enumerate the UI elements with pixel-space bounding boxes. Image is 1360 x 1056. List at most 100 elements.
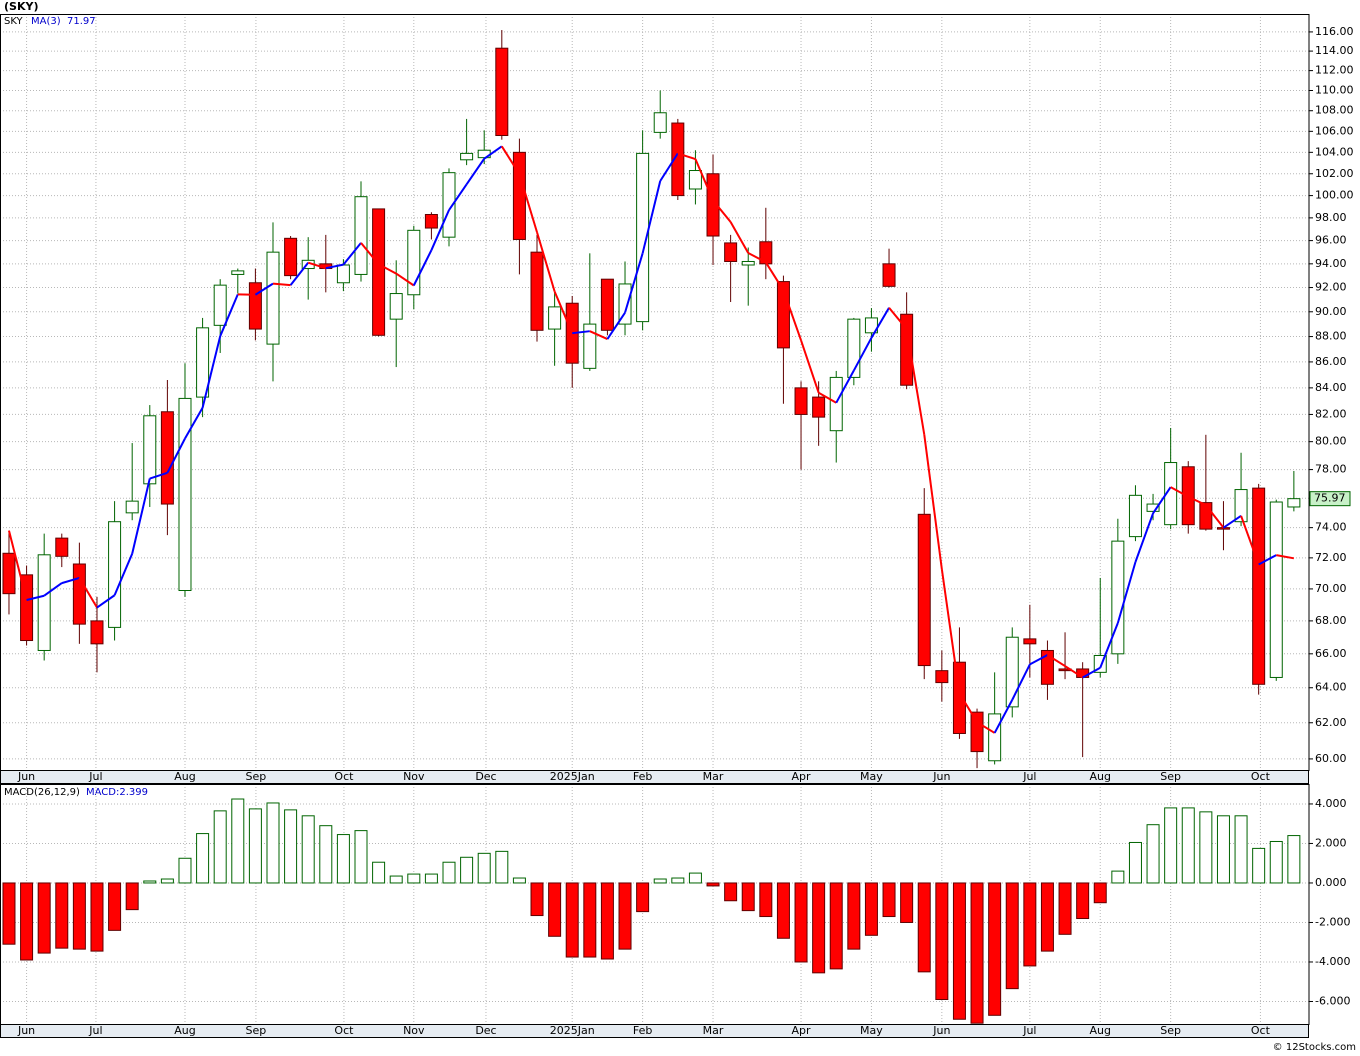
- candle-body: [389, 293, 403, 320]
- macd-bar: [812, 882, 826, 974]
- x-tick-label: Oct: [1251, 1024, 1271, 1037]
- macd-bar: [37, 882, 51, 954]
- x-tick-label: Mar: [703, 1024, 724, 1037]
- candle-body: [1287, 498, 1301, 508]
- ma-line: [395, 272, 415, 287]
- candle-body: [1023, 638, 1037, 645]
- ma-line: [219, 294, 239, 337]
- y-tick-label: 90.00: [1315, 305, 1347, 318]
- ma-line: [430, 209, 450, 251]
- ma-line: [572, 330, 590, 335]
- x-tick-label: Feb: [633, 1024, 652, 1037]
- ma-line: [483, 145, 503, 160]
- macd-bar: [319, 825, 333, 884]
- legend-entry: SKY: [4, 16, 24, 27]
- macd-bar: [1093, 882, 1107, 904]
- x-tick-label: Feb: [633, 770, 652, 783]
- y-tick-label: 84.00: [1315, 381, 1347, 394]
- ma-line: [378, 263, 397, 275]
- macd-bar: [1023, 882, 1037, 967]
- candle-body: [688, 170, 702, 190]
- ma-line: [870, 307, 890, 339]
- candle-body: [284, 237, 298, 277]
- candle-body: [952, 661, 966, 734]
- macd-bar: [900, 882, 914, 923]
- ma-line: [43, 582, 63, 597]
- y-tick-label: -2.000: [1315, 915, 1350, 928]
- macd-bar: [1287, 835, 1301, 884]
- ma-line: [1134, 512, 1154, 563]
- y-tick-label: 110.00: [1315, 83, 1354, 96]
- ma-line: [184, 407, 204, 439]
- x-tick-label: Jun: [932, 770, 950, 783]
- macd-bar: [864, 882, 878, 936]
- x-tick-label: Aug: [1090, 770, 1111, 783]
- candle-body: [917, 513, 931, 667]
- candle-body: [248, 282, 262, 330]
- ma-line: [852, 337, 873, 372]
- macd-bar: [847, 882, 861, 950]
- candle-body: [354, 196, 368, 275]
- y-tick-label: 62.00: [1315, 716, 1347, 729]
- y-tick-label: 82.00: [1315, 407, 1347, 420]
- ma-line: [553, 291, 574, 334]
- x-tick-label: Jul: [1022, 1024, 1036, 1037]
- macd-bar: [1005, 882, 1019, 990]
- macd-bar: [1146, 824, 1160, 884]
- y-tick-label: 88.00: [1315, 330, 1347, 343]
- macd-bar: [583, 882, 597, 958]
- x-tick-label: 2025Jan: [550, 1024, 595, 1037]
- candle-body: [671, 122, 685, 197]
- ma-line: [835, 370, 855, 404]
- y-tick-label: 2.000: [1315, 836, 1347, 849]
- candle-body: [988, 713, 1002, 762]
- macd-bar: [1181, 807, 1195, 884]
- ma-line: [342, 242, 362, 266]
- candle-body: [143, 415, 157, 485]
- macd-bar: [477, 852, 491, 884]
- candle-body: [548, 306, 562, 330]
- candle-body: [108, 521, 122, 628]
- candle-body: [495, 47, 509, 137]
- macd-bar: [143, 880, 157, 884]
- x-tick-label: Sep: [246, 770, 267, 783]
- ma-line: [307, 261, 327, 270]
- macd-bar: [935, 882, 949, 1001]
- x-tick-label: Jun: [932, 1024, 950, 1037]
- ma-line: [923, 434, 943, 570]
- ma-line: [1170, 486, 1189, 498]
- candle-body: [847, 318, 861, 378]
- candle-body: [196, 327, 210, 398]
- candle-body: [935, 670, 949, 684]
- ma-line: [465, 158, 486, 185]
- ma-line: [26, 594, 45, 601]
- macd-bar: [2, 882, 16, 945]
- ma-line: [589, 330, 608, 340]
- y-tick-label: 0.000: [1315, 876, 1347, 889]
- macd-bar: [1040, 882, 1054, 952]
- y-tick-label: 100.00: [1315, 189, 1354, 202]
- candle-body: [600, 278, 614, 331]
- candle-body: [460, 152, 474, 161]
- candle-body: [829, 376, 843, 432]
- x-tick-label: Jul: [88, 770, 102, 783]
- y-tick-label: 86.00: [1315, 355, 1347, 368]
- candle-body: [741, 260, 755, 266]
- x-tick-label: Mar: [703, 770, 724, 783]
- macd-bar: [1058, 882, 1072, 935]
- panel-frame: [0, 784, 1310, 1025]
- last-price-label: 75.97: [1314, 492, 1346, 505]
- ma-line: [325, 263, 344, 270]
- y-tick-label: 112.00: [1315, 64, 1354, 77]
- x-tick-label: 2025Jan: [550, 770, 595, 783]
- ma-line: [272, 282, 291, 287]
- candle-body: [178, 397, 192, 591]
- macd-bar: [952, 882, 966, 1020]
- candle-body: [213, 284, 227, 326]
- candle-body: [812, 396, 826, 418]
- macd-bar: [653, 878, 667, 884]
- y-tick-label: 102.00: [1315, 167, 1354, 180]
- candle-body: [900, 313, 914, 386]
- chart-title: (SKY): [4, 0, 38, 13]
- macd-bar: [266, 802, 280, 884]
